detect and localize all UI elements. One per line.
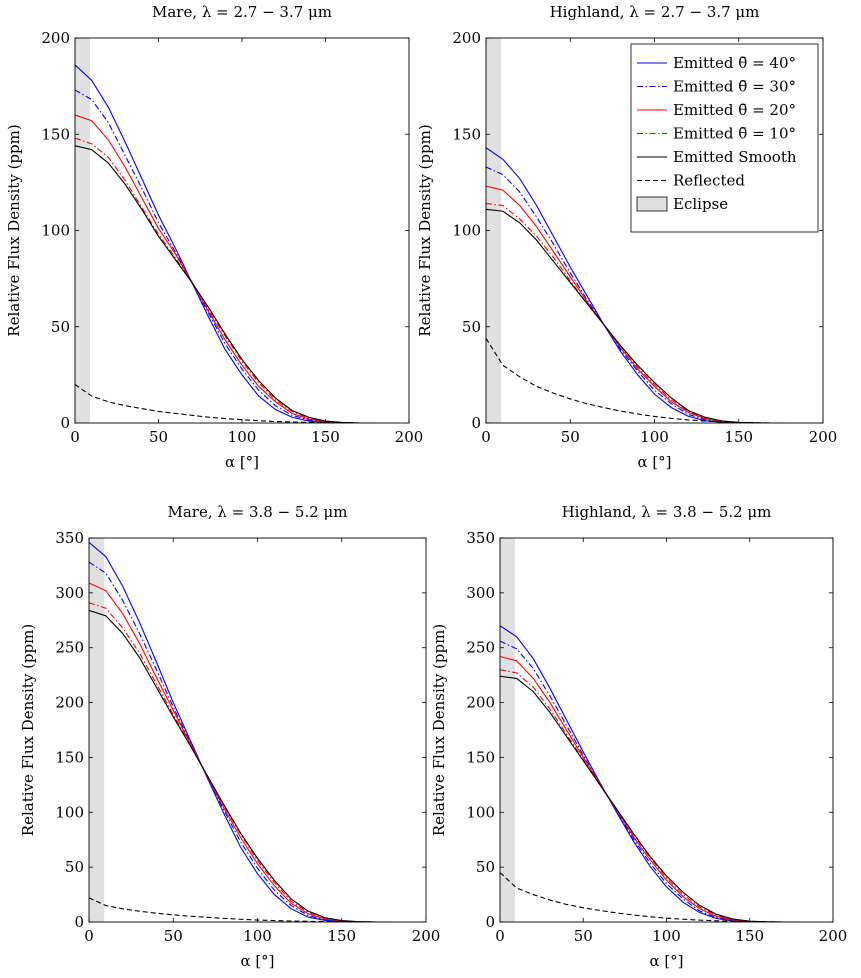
series-line bbox=[500, 872, 800, 922]
y-tick-label: 100 bbox=[466, 803, 495, 821]
x-tick-label: 200 bbox=[412, 927, 441, 945]
y-tick-label: 50 bbox=[462, 318, 481, 336]
y-tick-label: 50 bbox=[476, 858, 495, 876]
series-line bbox=[75, 64, 376, 423]
x-tick-label: 50 bbox=[561, 428, 580, 446]
y-tick-label: 250 bbox=[55, 639, 84, 657]
panel-highland-3.8-5.2: 0 50 100 150 200 0 50 100 150 200 250 300 350 Highlan… bbox=[430, 503, 847, 970]
chart-title: Mare, λ = 3.8 − 5.2 μm bbox=[167, 503, 347, 521]
y-axis-label: Relative Flux Density (ppm) bbox=[5, 124, 23, 336]
x-tick-label: 0 bbox=[495, 927, 505, 945]
x-tick-label: 50 bbox=[149, 428, 168, 446]
x-tick-label: 100 bbox=[652, 927, 681, 945]
legend-label: Emitted θ̄ = 20° bbox=[673, 101, 796, 119]
series-line bbox=[75, 384, 376, 423]
series-line bbox=[89, 541, 393, 922]
y-axis-label: Relative Flux Density (ppm) bbox=[430, 624, 448, 836]
y-tick-label: 50 bbox=[65, 858, 84, 876]
legend-label: Reflected bbox=[673, 172, 745, 190]
series-line bbox=[486, 203, 790, 423]
series-line bbox=[89, 582, 393, 922]
y-tick-label: 150 bbox=[466, 748, 495, 766]
series-line bbox=[500, 669, 800, 922]
y-tick-label: 150 bbox=[41, 125, 70, 143]
series-line bbox=[75, 137, 376, 423]
legend: Emitted θ̄ = 40° Emitted θ̄ = 30° Emitted … bbox=[630, 43, 819, 233]
x-tick-label: 50 bbox=[574, 927, 593, 945]
y-tick-label: 0 bbox=[60, 414, 70, 432]
eclipse-band bbox=[89, 538, 105, 922]
y-tick-label: 100 bbox=[452, 222, 481, 240]
series-line bbox=[89, 609, 393, 922]
x-tick-label: 100 bbox=[243, 927, 272, 945]
series-line bbox=[500, 675, 800, 922]
eclipse-band bbox=[500, 538, 515, 922]
series-line bbox=[89, 897, 393, 922]
x-tick-label: 150 bbox=[735, 927, 764, 945]
panel-highland-2.7-3.7: 0 50 100 150 200 0 50 100 150 200 Highland, λ = 2.… bbox=[416, 3, 837, 471]
plot-frame bbox=[499, 537, 834, 923]
series-line bbox=[75, 114, 376, 423]
series-line bbox=[500, 625, 800, 922]
legend-label: Emitted Smooth bbox=[673, 148, 797, 166]
x-tick-label: 0 bbox=[70, 428, 80, 446]
y-tick-label: 200 bbox=[41, 29, 70, 47]
legend-label: Eclipse bbox=[673, 195, 728, 213]
legend-label: Emitted θ̄ = 40° bbox=[673, 54, 796, 72]
series-line bbox=[486, 338, 790, 423]
y-axis-label: Relative Flux Density (ppm) bbox=[19, 624, 37, 836]
y-tick-label: 200 bbox=[55, 694, 84, 712]
y-tick-label: 200 bbox=[452, 29, 481, 47]
chart-title: Highland, λ = 2.7 − 3.7 μm bbox=[550, 3, 760, 21]
x-tick-label: 150 bbox=[311, 428, 340, 446]
x-axis-label: α [°] bbox=[240, 952, 274, 970]
series-line bbox=[500, 640, 800, 922]
series-line bbox=[75, 145, 376, 423]
chart-title: Highland, λ = 3.8 − 5.2 μm bbox=[562, 503, 772, 521]
x-tick-label: 150 bbox=[327, 927, 356, 945]
y-tick-label: 0 bbox=[74, 913, 84, 931]
series-line bbox=[500, 655, 800, 922]
panel-mare-3.8-5.2: 0 50 100 150 200 0 50 100 150 200 250 300 350 Mare, λ… bbox=[19, 503, 440, 970]
y-tick-label: 250 bbox=[466, 639, 495, 657]
x-tick-label: 200 bbox=[819, 927, 848, 945]
series-line bbox=[75, 89, 376, 423]
y-tick-label: 0 bbox=[471, 414, 481, 432]
y-tick-label: 150 bbox=[452, 125, 481, 143]
x-axis-label: α [°] bbox=[225, 453, 259, 471]
x-axis-label: α [°] bbox=[637, 453, 671, 471]
y-tick-label: 300 bbox=[55, 584, 84, 602]
y-tick-label: 150 bbox=[55, 748, 84, 766]
x-tick-label: 200 bbox=[395, 428, 424, 446]
x-tick-label: 100 bbox=[640, 428, 669, 446]
series-line bbox=[486, 208, 790, 423]
y-tick-label: 300 bbox=[466, 584, 495, 602]
x-axis-label: α [°] bbox=[649, 952, 683, 970]
legend-label: Emitted θ̄ = 10° bbox=[673, 125, 796, 143]
x-tick-label: 50 bbox=[164, 927, 183, 945]
x-tick-label: 0 bbox=[84, 927, 94, 945]
x-tick-label: 150 bbox=[724, 428, 753, 446]
panel-mare-2.7-3.7: 0 50 100 150 200 0 50 100 150 200 Mare, λ = 2.7 − … bbox=[5, 3, 423, 471]
legend-label: Emitted θ̄ = 30° bbox=[673, 78, 796, 96]
y-tick-label: 350 bbox=[55, 529, 84, 547]
chart-title: Mare, λ = 2.7 − 3.7 μm bbox=[152, 3, 332, 21]
y-tick-label: 0 bbox=[485, 913, 495, 931]
x-tick-label: 0 bbox=[481, 428, 491, 446]
x-tick-label: 100 bbox=[228, 428, 257, 446]
legend-swatch-box bbox=[636, 196, 668, 212]
y-tick-label: 350 bbox=[466, 529, 495, 547]
series-line bbox=[89, 561, 393, 922]
x-tick-label: 200 bbox=[809, 428, 838, 446]
y-tick-label: 200 bbox=[466, 694, 495, 712]
y-tick-label: 50 bbox=[51, 318, 70, 336]
y-axis-label: Relative Flux Density (ppm) bbox=[416, 124, 434, 336]
y-tick-label: 100 bbox=[55, 803, 84, 821]
y-tick-label: 100 bbox=[41, 222, 70, 240]
